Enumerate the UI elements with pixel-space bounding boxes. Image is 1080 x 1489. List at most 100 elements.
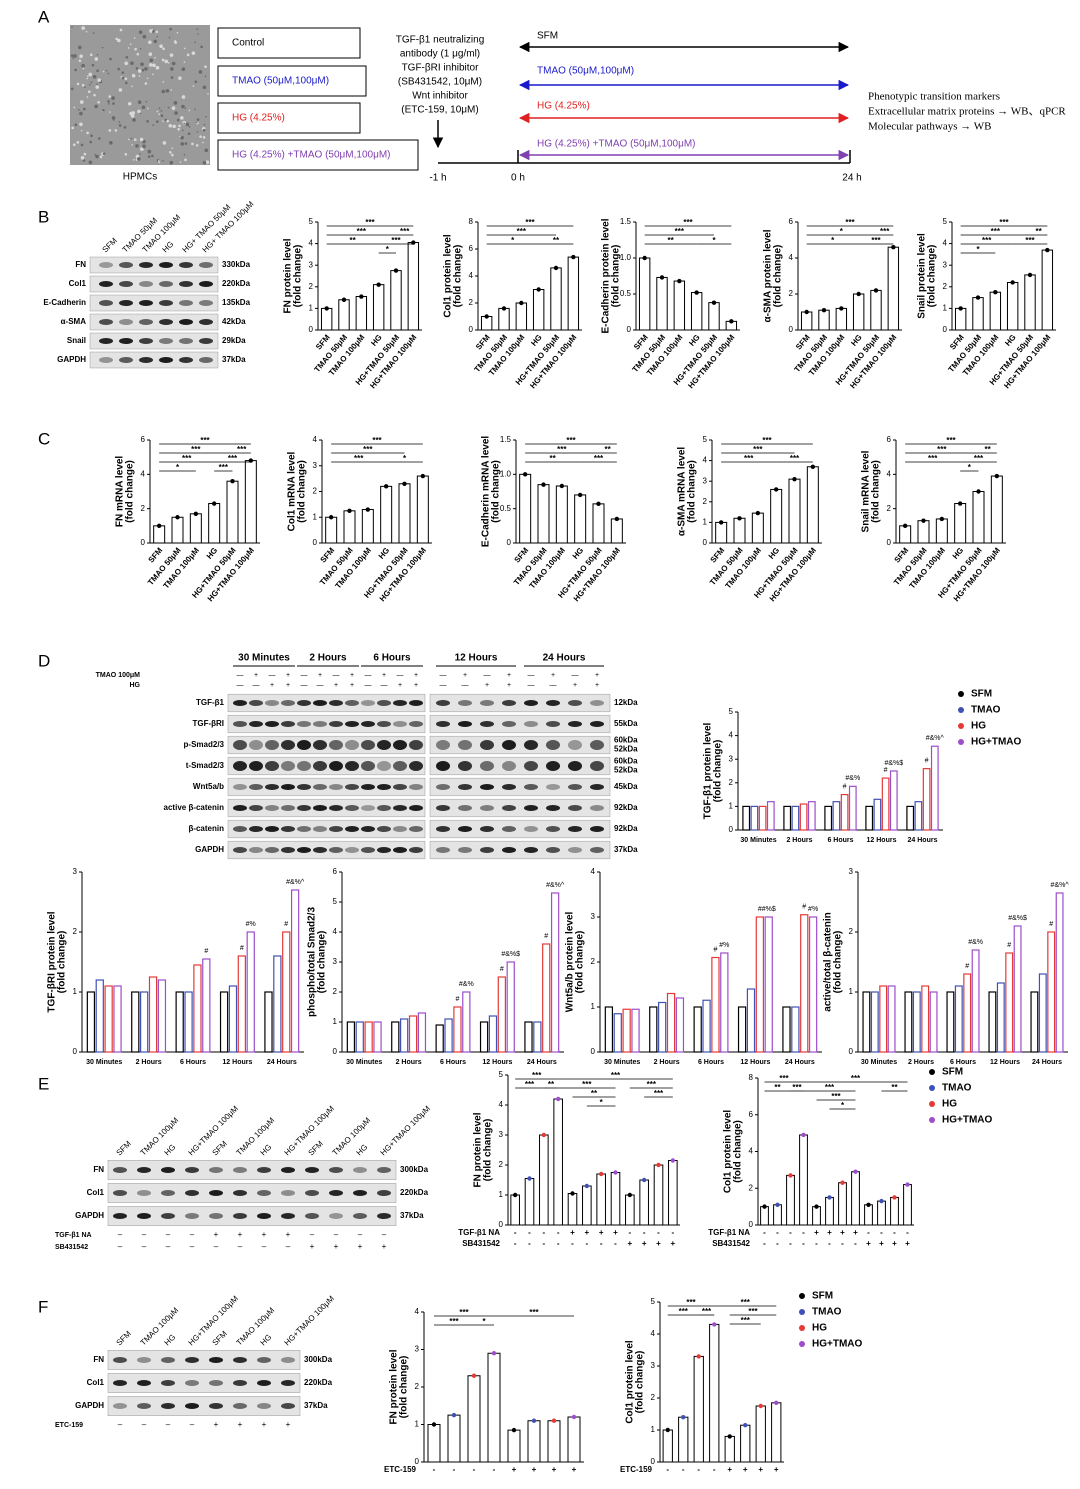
x-tick-label: 30 Minutes: [346, 1059, 382, 1066]
cell-speck: [139, 48, 142, 50]
cell-speck: [142, 34, 147, 39]
y-tick-label: 6: [333, 867, 338, 876]
cell-speck: [152, 73, 154, 76]
cell-speck: [174, 111, 178, 115]
bar-dot: [627, 1192, 633, 1198]
y-tick-label: 2: [651, 1393, 656, 1402]
blot-band: [393, 721, 407, 727]
cell-speck: [129, 43, 132, 45]
treatment-label: ETC-159: [384, 1465, 417, 1474]
blot-band: [265, 784, 279, 790]
cell-speck: [180, 116, 184, 120]
y-axis-label: (fold change): [575, 931, 586, 994]
bar: [799, 1134, 808, 1226]
panel-label: F: [38, 1297, 48, 1316]
bar: [1038, 973, 1047, 1053]
bar: [510, 1194, 520, 1226]
treatment-mark: +: [627, 1239, 632, 1248]
bar: [613, 1013, 622, 1053]
y-tick-label: 0: [415, 1457, 420, 1466]
y-tick-label: 6: [887, 435, 892, 444]
blot-strip: [89, 332, 219, 350]
bar-dot: [694, 290, 699, 295]
treatment-label: ETC-159: [620, 1465, 653, 1474]
legend-label: HG: [942, 1099, 957, 1110]
blot-band: [233, 1167, 247, 1173]
bar-dot: [555, 1096, 561, 1102]
y-tick-label: 5: [729, 707, 734, 716]
cell-speck: [204, 65, 207, 69]
bar-dot: [975, 295, 981, 300]
treatment-mark: —: [440, 672, 447, 679]
blot-band: [480, 826, 494, 832]
blot-column-label: HG: [355, 1143, 370, 1158]
blot-band: [590, 805, 604, 811]
treatment-mark: -: [828, 1239, 831, 1248]
cell-speck: [124, 81, 128, 85]
bar: [638, 257, 651, 331]
treatment-mark: –: [310, 1230, 315, 1239]
blot-band: [233, 1403, 247, 1409]
blot-band: [393, 784, 407, 790]
blot-band: [281, 1167, 295, 1173]
time-group-label: 12 Hours: [455, 653, 498, 664]
bar: [539, 1134, 549, 1226]
bar: [766, 801, 775, 831]
cell-speck: [102, 70, 105, 73]
y-tick-label: 0: [729, 825, 734, 834]
cell-speck: [133, 37, 136, 39]
x-tick-label: 30 Minutes: [604, 1059, 640, 1066]
cell-speck: [180, 142, 185, 146]
cell-speck: [148, 40, 152, 45]
panel-a: HPMCs Control TMAO (50μM,100μM) HG (4.25…: [70, 25, 1066, 184]
blot-column-label: HG+TMAO 100μM: [379, 1104, 433, 1158]
bar: [264, 991, 273, 1053]
blot-row-label: E-Cadherin: [43, 298, 86, 307]
bar-dot: [902, 523, 908, 529]
treatment-mark: -: [514, 1239, 517, 1248]
bar: [742, 805, 751, 831]
bar: [1005, 952, 1014, 1053]
significance-label: *: [176, 463, 180, 472]
blot-band: [480, 700, 494, 706]
significance-label: ***: [219, 463, 229, 472]
bar: [553, 1098, 563, 1226]
value-label: #%$: [762, 906, 776, 913]
blot-band: [590, 847, 604, 853]
blot-band: [393, 700, 407, 706]
bar: [515, 302, 528, 331]
bar: [733, 517, 746, 544]
cell-speck: [135, 67, 139, 70]
bar: [852, 293, 865, 331]
cell-speck: [151, 29, 154, 31]
blot-band: [377, 826, 391, 832]
blot-strip: [89, 294, 219, 312]
cell-speck: [181, 104, 185, 109]
bar-dot: [365, 507, 371, 512]
bar: [800, 311, 813, 331]
blot-band: [524, 700, 538, 706]
blot-band: [233, 784, 247, 790]
cell-speck: [169, 160, 174, 165]
bar: [542, 943, 551, 1053]
bar: [690, 292, 703, 331]
blot-band: [199, 319, 213, 325]
blot-size-label: 37kDa: [400, 1211, 424, 1220]
bar-dot: [758, 1403, 763, 1409]
blot-band: [458, 761, 472, 771]
treatment-label: ETC-159: [55, 1422, 83, 1429]
legend-label: TMAO: [812, 1307, 842, 1318]
y-tick-label: 4: [887, 469, 892, 478]
blot-band: [345, 805, 359, 811]
blot-band: [329, 740, 343, 750]
y-axis-label: (fold change): [57, 931, 68, 994]
significance-label: ***: [529, 1308, 539, 1317]
readout-text: Molecular pathways → WB: [868, 121, 992, 133]
bar-dot: [491, 1351, 497, 1356]
value-label: #: [965, 963, 969, 970]
y-tick-label: 3: [943, 260, 948, 269]
significance-label: **: [985, 445, 992, 454]
x-tick-label: HG: [369, 333, 384, 348]
treatment-mark: -: [802, 1239, 805, 1248]
cell-speck: [121, 71, 125, 74]
